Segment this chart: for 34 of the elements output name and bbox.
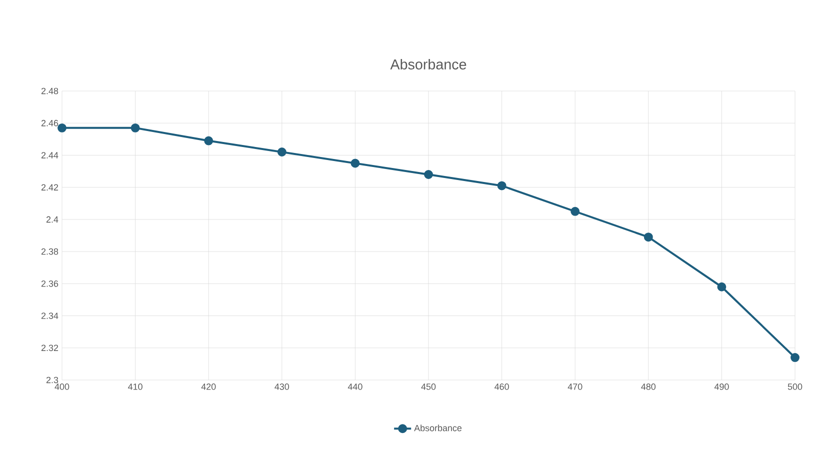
point [790,353,800,362]
x-tick-label: 490 [714,384,729,390]
y-tick-label: 2.3 [46,376,58,384]
y-tick-label: 2.44 [41,152,58,158]
x-tick-label: 450 [421,384,436,390]
y-tick-label: 2.42 [41,184,58,190]
y-tick-label: 2.36 [41,280,58,287]
point [130,123,140,132]
x-tick-label: 410 [128,384,142,390]
x-tick-label: 400 [54,384,70,390]
x-tick-label: 430 [274,384,290,390]
point [277,148,286,156]
x-tick-label: 420 [201,384,216,390]
y-tick-label: 2.32 [41,344,58,352]
legend-label: Absorbance [414,424,462,432]
point [58,123,66,132]
y-tick-label: 2.38 [41,248,58,255]
point [497,181,506,190]
x-tick-label: 460 [494,384,509,390]
point [424,170,433,179]
x-tick-label: 470 [568,384,582,390]
y-tick-label: 2.34 [41,312,58,319]
y-tick-label: 2.46 [41,120,58,126]
point [570,206,580,216]
y-tick-label: 2.4 [46,216,58,223]
point [204,136,214,146]
x-tick-label: 480 [641,384,656,390]
point [350,158,360,168]
chart-title: Absorbance [390,58,466,70]
x-tick-label: 440 [348,384,362,390]
point [717,282,726,292]
y-tick-label: 2.48 [41,88,58,94]
point [644,232,653,242]
x-tick-label: 500 [788,384,802,390]
